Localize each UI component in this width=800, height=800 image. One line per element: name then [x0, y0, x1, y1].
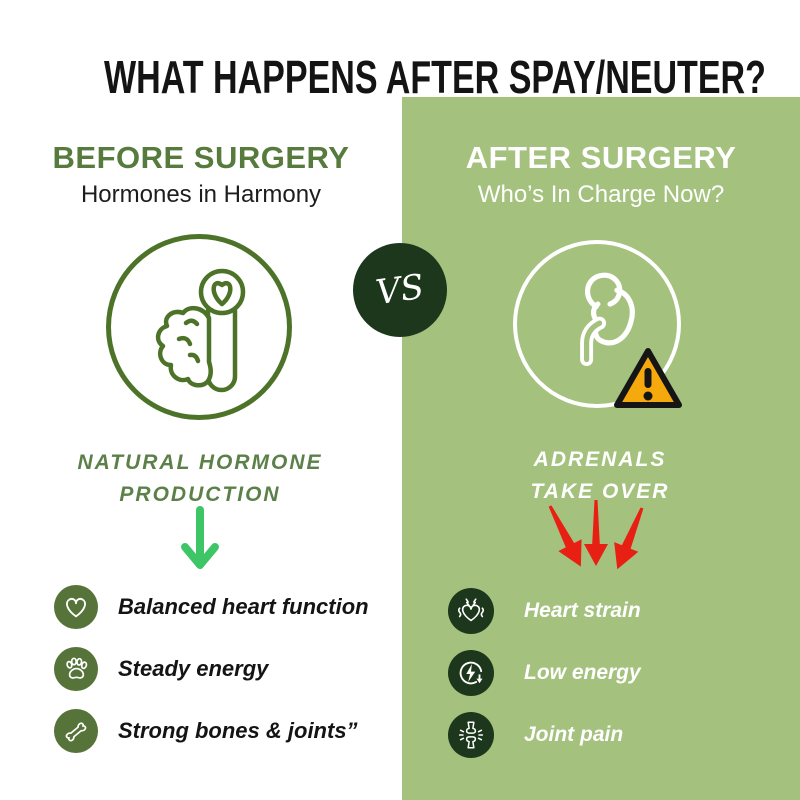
list-item: Balanced heart function — [118, 594, 369, 619]
low-energy-icon — [459, 661, 483, 685]
heart-icon — [66, 597, 86, 618]
natural-hormone-caption: NATURAL HORMONE PRODUCTION — [40, 447, 360, 510]
caption-line: ADRENALS — [533, 448, 667, 471]
brain-hormone-icon — [155, 268, 246, 393]
list-item-icon-circle — [54, 709, 98, 753]
list-item: Heart strain — [524, 599, 641, 622]
brain-hormone-circle — [106, 234, 292, 420]
joint-pain-icon — [458, 721, 484, 749]
list-item-icon-circle — [448, 588, 494, 634]
vs-label: VS — [373, 266, 427, 314]
after-surgery-subheading: Who’s In Charge Now? — [477, 181, 725, 208]
list-item: Joint pain — [524, 723, 624, 746]
caption-line: PRODUCTION — [119, 482, 281, 506]
kidney-adrenal-icon — [580, 272, 635, 367]
vs-badge: VS — [353, 243, 447, 337]
red-arrows-icon — [520, 494, 680, 591]
page-title: WHAT HAPPENS AFTER SPAY/NEUTER? — [104, 51, 766, 103]
list-item-icon-circle — [448, 712, 494, 758]
paw-icon — [66, 657, 88, 679]
list-item: Low energy — [524, 661, 641, 684]
adrenals-caption: ADRENALS TAKE OVER — [440, 444, 760, 507]
warning-triangle-icon — [612, 346, 684, 417]
list-item: Strong bones & joints” — [118, 718, 358, 743]
list-item: Steady energy — [118, 656, 269, 681]
down-arrow-green-icon — [178, 505, 222, 576]
before-surgery-subheading: Hormones in Harmony — [80, 181, 322, 208]
list-item-icon-circle — [54, 647, 98, 691]
after-surgery-heading: AFTER SURGERY — [465, 140, 737, 175]
caption-line: NATURAL HORMONE — [77, 451, 323, 474]
before-surgery-heading: BEFORE SURGERY — [52, 140, 350, 175]
list-item-icon-circle — [54, 585, 98, 629]
list-item-icon-circle — [448, 650, 494, 696]
heart-strain-icon — [457, 598, 485, 622]
kidney-adrenal-circle — [513, 240, 681, 408]
caption-line: TAKE OVER — [530, 479, 670, 503]
bone-icon — [65, 722, 87, 742]
